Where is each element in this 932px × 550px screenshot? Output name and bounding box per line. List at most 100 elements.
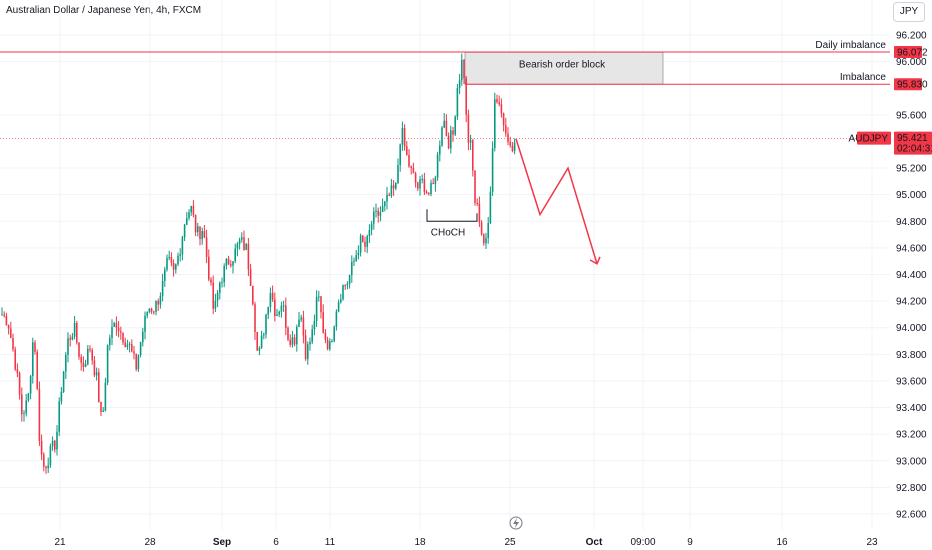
candle-body xyxy=(351,262,353,276)
candle-body xyxy=(60,391,63,402)
price-axis[interactable]: 96.200 96.000 95.600 95.200 95.000 94.800 94.6… xyxy=(896,31,927,521)
daily-imbalance-price: 96.072 xyxy=(897,48,928,59)
candle-body xyxy=(49,446,52,466)
candle-body xyxy=(461,59,463,81)
imbalance-price: 95.830 xyxy=(897,80,928,91)
candle-body xyxy=(5,315,8,326)
bolt-circle-icon[interactable] xyxy=(509,516,523,530)
candle-body xyxy=(399,144,401,166)
candle-body xyxy=(276,314,278,317)
candle-body xyxy=(84,364,87,367)
candle-body xyxy=(436,154,439,178)
candle-body xyxy=(447,135,450,149)
symbol-tag xyxy=(857,131,891,145)
candle-body xyxy=(454,116,456,135)
candle-body xyxy=(412,168,415,174)
candle-body xyxy=(443,120,445,128)
candle-body xyxy=(16,369,19,374)
candle-body xyxy=(315,296,318,321)
candle-body xyxy=(179,254,181,256)
candle-body xyxy=(36,351,38,389)
candle-body xyxy=(236,243,239,249)
candle-body xyxy=(452,130,454,135)
candle-body xyxy=(491,148,494,192)
price-tick-label: 94.800 xyxy=(896,217,927,228)
candle-body xyxy=(502,113,505,126)
candle-body xyxy=(278,311,280,315)
time-tick-label: 21 xyxy=(54,537,66,548)
candle-body xyxy=(225,258,228,266)
candle-body xyxy=(76,322,78,343)
candle-body xyxy=(135,353,137,370)
candle-body xyxy=(142,331,144,343)
candle-body xyxy=(117,327,120,332)
candle-body xyxy=(430,182,432,195)
candle-body xyxy=(243,237,245,250)
candle-body xyxy=(120,331,122,333)
candle-body xyxy=(322,312,324,333)
candle-body xyxy=(12,337,14,350)
candle-body xyxy=(161,280,164,297)
candle-body xyxy=(124,342,126,347)
candle-body xyxy=(65,354,67,372)
candle-body xyxy=(474,170,476,203)
price-tick-label: 92.600 xyxy=(896,510,927,521)
candle-body xyxy=(177,255,179,265)
time-axis[interactable]: 21 28 Sep 6 11 18 25 Oct 09:00 9 16 23 xyxy=(54,537,878,548)
candle-body xyxy=(388,194,390,196)
candle-body xyxy=(170,257,173,263)
candle-body xyxy=(106,345,109,383)
candle-body xyxy=(434,177,437,185)
candle-body xyxy=(331,341,333,343)
candle-body xyxy=(188,212,190,219)
candle-body xyxy=(300,317,302,320)
candle-body xyxy=(223,265,225,283)
candle-body xyxy=(32,342,34,376)
candle-body xyxy=(249,269,252,286)
candle-body xyxy=(172,262,175,270)
candle-body xyxy=(476,202,478,204)
candle-body xyxy=(472,140,474,171)
candle-body xyxy=(403,128,406,147)
grid xyxy=(0,0,890,530)
candle-body xyxy=(175,264,177,270)
candle-body xyxy=(164,269,166,281)
candle-body xyxy=(282,305,285,307)
candle-body xyxy=(181,237,184,255)
price-tick-label: 95.200 xyxy=(896,164,927,175)
candle-body xyxy=(98,372,100,402)
daily-imbalance-label: Daily imbalance xyxy=(815,40,886,51)
candle-body xyxy=(375,210,377,212)
currency-button[interactable]: JPY xyxy=(893,2,925,22)
candle-body xyxy=(494,99,496,149)
price-tags: 96.072 95.830 AUDJPY 95.421 02:04:31 xyxy=(849,46,932,155)
candle-body xyxy=(100,401,102,413)
price-tick-label: 93.000 xyxy=(896,456,927,467)
candle-body xyxy=(227,258,230,265)
candle-body xyxy=(199,226,201,240)
candle-body xyxy=(150,308,153,312)
candle-body xyxy=(247,243,250,270)
candle-body xyxy=(91,350,93,361)
candle-body xyxy=(485,237,487,244)
candle-body xyxy=(38,388,41,441)
candle-body xyxy=(230,264,232,266)
candle-body xyxy=(263,334,265,336)
candles xyxy=(1,53,516,474)
time-tick-label: 09:00 xyxy=(630,537,655,548)
candle-body xyxy=(364,241,366,247)
daily-imbalance-price-tag xyxy=(894,46,922,59)
candle-body xyxy=(500,104,503,114)
candle-body xyxy=(128,344,131,346)
choch-line xyxy=(426,209,478,222)
candle-body xyxy=(216,293,219,301)
candle-body xyxy=(10,328,12,338)
candle-body xyxy=(348,275,351,284)
time-tick-label: 18 xyxy=(414,537,426,548)
candle-body xyxy=(289,339,291,345)
price-tick-label: 96.200 xyxy=(896,31,927,42)
candle-body xyxy=(67,338,69,355)
candle-body xyxy=(197,226,199,233)
